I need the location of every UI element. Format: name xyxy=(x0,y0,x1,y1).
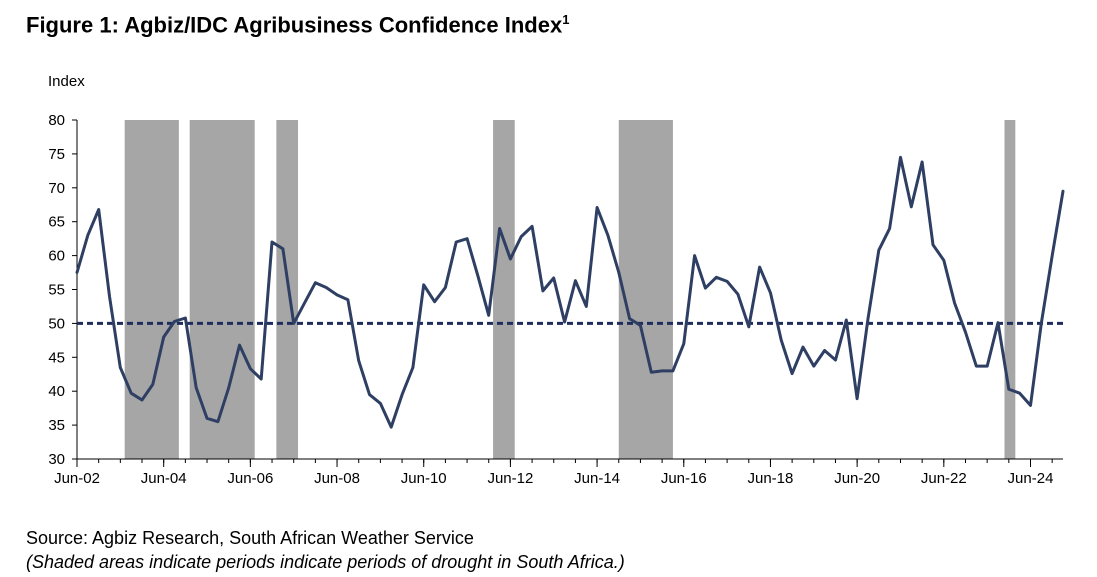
y-tick-label: 50 xyxy=(48,315,65,332)
y-tick-label: 60 xyxy=(48,248,65,265)
x-tick-label: Jun-10 xyxy=(401,470,447,487)
series-line-1 xyxy=(75,155,1065,429)
x-tick-label: Jun-06 xyxy=(227,470,273,487)
chart-title: Figure 1: Agbiz/IDC Agribusiness Confide… xyxy=(26,12,569,38)
drought-shading-group xyxy=(124,120,1016,459)
chart-title-text: Figure 1: Agbiz/IDC Agribusiness Confide… xyxy=(26,12,563,38)
x-tick-label: Jun-04 xyxy=(141,470,187,487)
y-tick-label: 30 xyxy=(48,451,65,468)
y-tick-label: 40 xyxy=(48,383,65,400)
x-tick-label: Jun-24 xyxy=(1008,470,1054,487)
y-tick-label: 45 xyxy=(48,349,65,366)
x-tick-label: Jun-16 xyxy=(661,470,707,487)
chart-title-superscript: 1 xyxy=(562,12,570,27)
y-axis-label: Index xyxy=(48,73,85,90)
x-tick-label: Jun-02 xyxy=(54,470,100,487)
drought-period-6 xyxy=(1004,120,1016,459)
y-tick-label: 70 xyxy=(48,180,65,197)
series-group xyxy=(75,155,1065,429)
y-tick-label: 65 xyxy=(48,214,65,231)
chart-axes: 30 35 40 45 50 55 60 65 70 75 80 Jun-02 Jun-04 Jun-06… xyxy=(48,112,1063,487)
x-tick-label: Jun-20 xyxy=(834,470,880,487)
x-tick-label: Jun-12 xyxy=(487,470,533,487)
x-tick-label: Jun-14 xyxy=(574,470,620,487)
drought-period-5 xyxy=(618,120,673,459)
y-tick-label: 75 xyxy=(48,146,65,163)
x-tick-label: Jun-08 xyxy=(314,470,360,487)
drought-period-3 xyxy=(276,120,299,459)
x-tick-label: Jun-22 xyxy=(921,470,967,487)
y-tick-label: 80 xyxy=(48,112,65,129)
drought-period-4 xyxy=(493,120,515,459)
drought-note: (Shaded areas indicate periods indicate … xyxy=(26,552,625,572)
y-tick-label: 35 xyxy=(48,417,65,434)
source-note: Source: Agbiz Research, South African We… xyxy=(26,528,474,548)
y-tick-label: 55 xyxy=(48,282,65,299)
drought-period-1 xyxy=(124,120,179,459)
x-tick-label: Jun-18 xyxy=(748,470,794,487)
